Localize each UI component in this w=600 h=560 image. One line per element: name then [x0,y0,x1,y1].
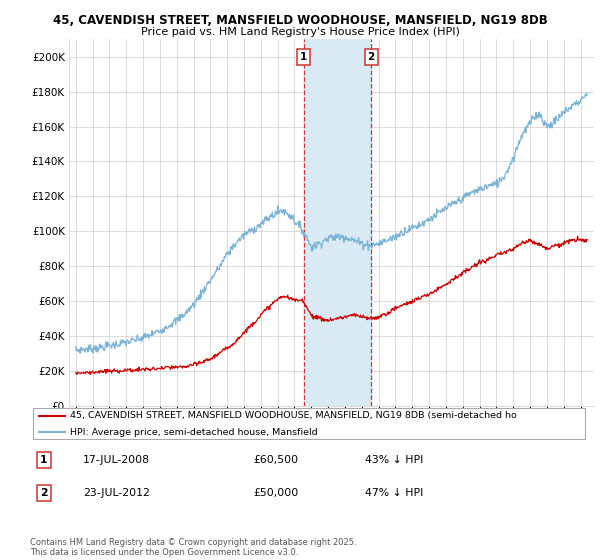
Text: 23-JUL-2012: 23-JUL-2012 [83,488,150,498]
Text: £50,000: £50,000 [253,488,298,498]
Text: 45, CAVENDISH STREET, MANSFIELD WOODHOUSE, MANSFIELD, NG19 8DB: 45, CAVENDISH STREET, MANSFIELD WOODHOUS… [53,14,547,27]
FancyBboxPatch shape [33,408,585,439]
Bar [304,39,371,406]
Text: Contains HM Land Registry data © Crown copyright and database right 2025.
This d: Contains HM Land Registry data © Crown c… [30,538,356,557]
Text: 17-JUL-2008: 17-JUL-2008 [83,455,150,465]
Text: 45, CAVENDISH STREET, MANSFIELD WOODHOUSE, MANSFIELD, NG19 8DB (semi-detached ho: 45, CAVENDISH STREET, MANSFIELD WOODHOUS… [70,411,517,420]
Text: £60,500: £60,500 [253,455,298,465]
Text: 43% ↓ HPI: 43% ↓ HPI [365,455,423,465]
Text: 1: 1 [300,52,307,62]
Text: HPI: Average price, semi-detached house, Mansfield: HPI: Average price, semi-detached house,… [70,428,318,437]
Text: 2: 2 [368,52,375,62]
Text: 1: 1 [40,455,48,465]
Text: 2: 2 [40,488,48,498]
Text: 47% ↓ HPI: 47% ↓ HPI [365,488,423,498]
Text: Price paid vs. HM Land Registry's House Price Index (HPI): Price paid vs. HM Land Registry's House … [140,27,460,37]
